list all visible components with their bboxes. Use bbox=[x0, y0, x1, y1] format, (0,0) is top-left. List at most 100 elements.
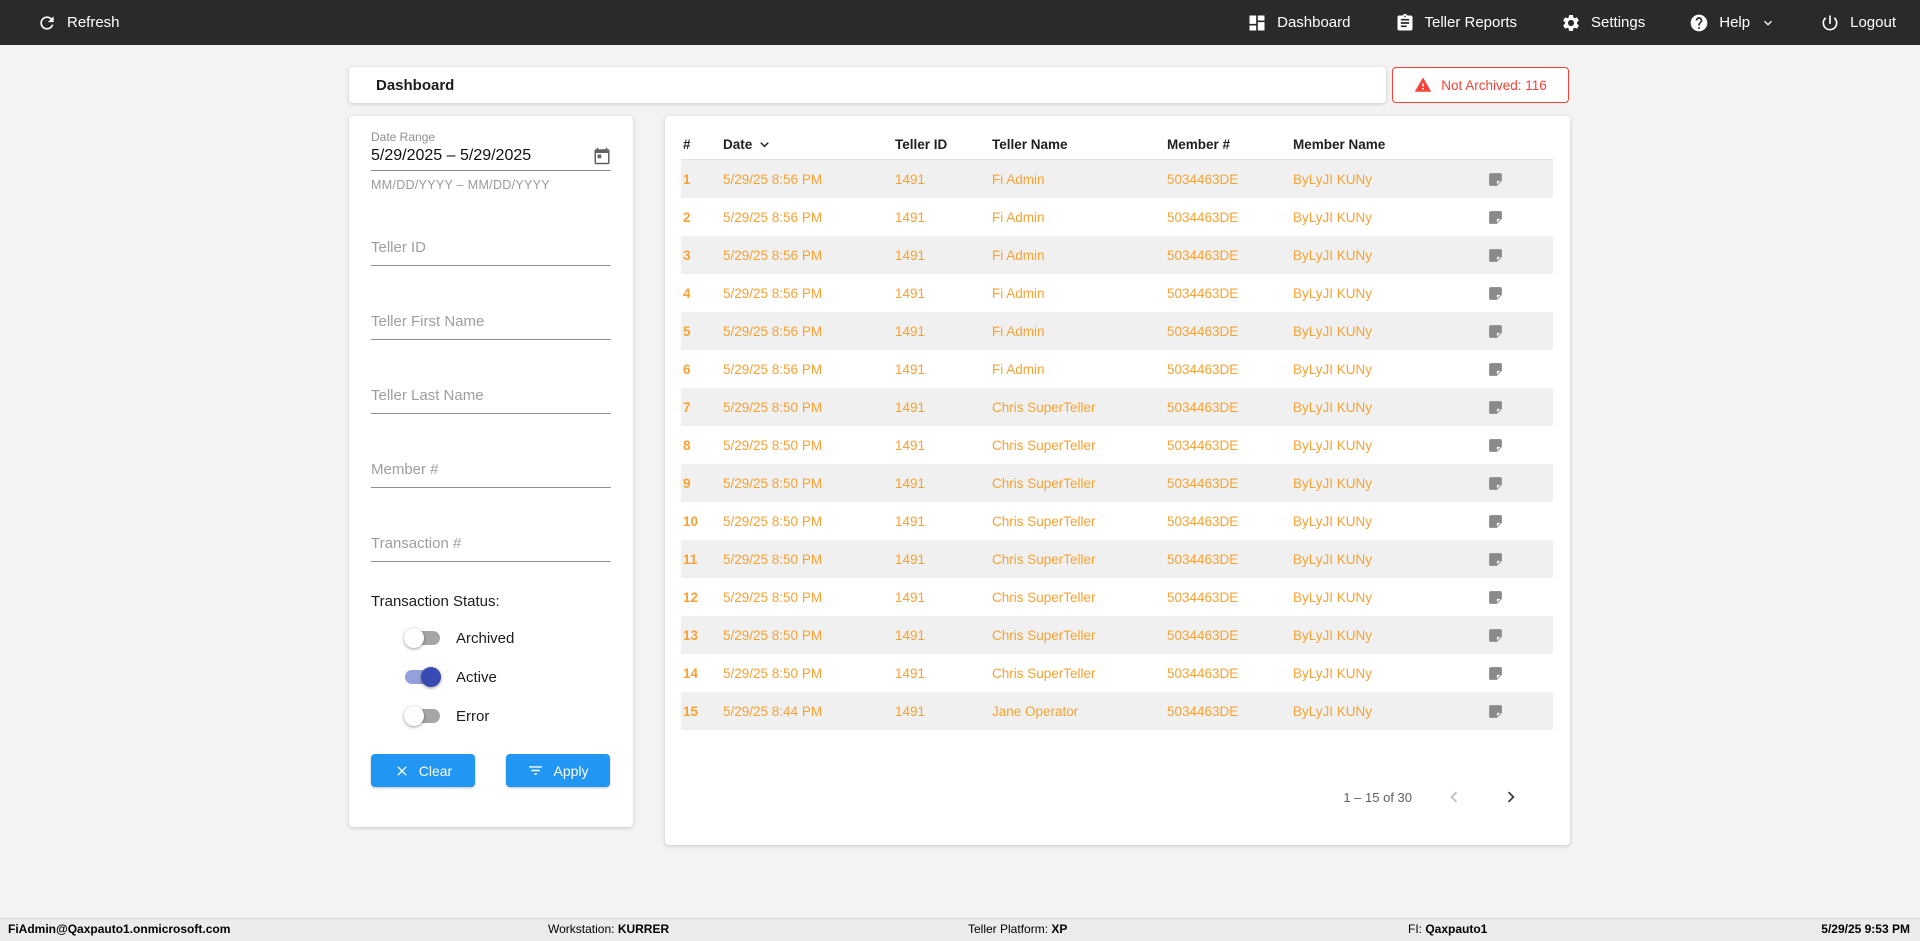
row-note-button[interactable] bbox=[1487, 361, 1504, 378]
column-header-member-num[interactable]: Member # bbox=[1167, 136, 1231, 152]
row-date: 5/29/25 8:56 PM bbox=[723, 323, 823, 339]
row-note-button[interactable] bbox=[1487, 589, 1504, 606]
nav-dashboard[interactable]: Dashboard bbox=[1247, 13, 1351, 33]
row-member-num: 5034463DE bbox=[1167, 627, 1239, 643]
row-note-button[interactable] bbox=[1487, 437, 1504, 454]
nav-dashboard-label: Dashboard bbox=[1277, 14, 1351, 31]
nav-teller-reports[interactable]: Teller Reports bbox=[1395, 13, 1517, 33]
row-teller-name: Jane Operator bbox=[992, 703, 1079, 719]
row-member-num: 5034463DE bbox=[1167, 399, 1239, 415]
table-row[interactable]: 11 5/29/25 8:50 PM 1491 Chris SuperTelle… bbox=[681, 540, 1553, 578]
row-number: 3 bbox=[683, 247, 691, 263]
note-icon bbox=[1489, 324, 1502, 338]
row-number: 4 bbox=[683, 285, 691, 301]
row-note-button[interactable] bbox=[1487, 399, 1504, 416]
row-date: 5/29/25 8:50 PM bbox=[723, 551, 823, 567]
row-number: 11 bbox=[683, 551, 698, 567]
row-note-button[interactable] bbox=[1487, 551, 1504, 568]
row-date: 5/29/25 8:50 PM bbox=[723, 513, 823, 529]
toggle-archived-switch[interactable] bbox=[404, 628, 440, 648]
row-note-button[interactable] bbox=[1487, 209, 1504, 226]
table-row[interactable]: 2 5/29/25 8:56 PM 1491 Fi Admin 5034463D… bbox=[681, 198, 1553, 236]
row-teller-id: 1491 bbox=[895, 627, 926, 643]
row-member-num: 5034463DE bbox=[1167, 665, 1239, 681]
table-row[interactable]: 5 5/29/25 8:56 PM 1491 Fi Admin 5034463D… bbox=[681, 312, 1553, 350]
table-row[interactable]: 8 5/29/25 8:50 PM 1491 Chris SuperTeller… bbox=[681, 426, 1553, 464]
previous-page-button[interactable] bbox=[1439, 782, 1469, 812]
nav-help-label: Help bbox=[1719, 14, 1751, 31]
row-teller-name: Fi Admin bbox=[992, 323, 1045, 339]
row-note-button[interactable] bbox=[1487, 171, 1504, 188]
nav-help[interactable]: Help bbox=[1689, 13, 1776, 33]
row-teller-name: Chris SuperTeller bbox=[992, 589, 1096, 605]
row-teller-name: Chris SuperTeller bbox=[992, 551, 1096, 567]
toggle-error-label: Error bbox=[456, 707, 490, 725]
table-row[interactable]: 4 5/29/25 8:56 PM 1491 Fi Admin 5034463D… bbox=[681, 274, 1553, 312]
column-header-date[interactable]: Date bbox=[721, 136, 893, 153]
toggle-archived-label: Archived bbox=[456, 629, 515, 647]
row-member-num: 5034463DE bbox=[1167, 475, 1239, 491]
toggle-active-switch[interactable] bbox=[405, 667, 441, 687]
row-note-button[interactable] bbox=[1487, 323, 1504, 340]
note-icon bbox=[1489, 400, 1502, 414]
transaction-status-label: Transaction Status: bbox=[371, 593, 500, 610]
row-note-button[interactable] bbox=[1487, 247, 1504, 264]
row-date: 5/29/25 8:50 PM bbox=[723, 589, 823, 605]
close-icon bbox=[397, 765, 407, 776]
table-row[interactable]: 6 5/29/25 8:56 PM 1491 Fi Admin 5034463D… bbox=[681, 350, 1553, 388]
transaction-number-input[interactable] bbox=[371, 535, 611, 552]
table-row[interactable]: 13 5/29/25 8:50 PM 1491 Chris SuperTelle… bbox=[681, 616, 1553, 654]
toggle-error[interactable]: Error bbox=[404, 705, 611, 727]
next-page-button[interactable] bbox=[1496, 782, 1526, 812]
toggle-active[interactable]: Active bbox=[405, 666, 611, 688]
teller-id-input[interactable] bbox=[371, 239, 611, 256]
table-row[interactable]: 9 5/29/25 8:50 PM 1491 Chris SuperTeller… bbox=[681, 464, 1553, 502]
row-number: 14 bbox=[683, 665, 699, 681]
help-circle-icon bbox=[1690, 14, 1708, 31]
table-row[interactable]: 1 5/29/25 8:56 PM 1491 Fi Admin 5034463D… bbox=[681, 160, 1553, 198]
gear-icon bbox=[1563, 14, 1579, 31]
table-row[interactable]: 14 5/29/25 8:50 PM 1491 Chris SuperTelle… bbox=[681, 654, 1553, 692]
row-member-name: ByLyJI KUNy bbox=[1293, 399, 1373, 415]
transactions-table-card: # Date Teller ID Teller Name Member # Me… bbox=[665, 116, 1570, 845]
table-row[interactable]: 15 5/29/25 8:44 PM 1491 Jane Operator 50… bbox=[681, 692, 1553, 730]
row-member-name: ByLyJI KUNy bbox=[1293, 703, 1373, 719]
row-note-button[interactable] bbox=[1487, 513, 1504, 530]
refresh-button[interactable]: Refresh bbox=[37, 13, 120, 33]
row-member-name: ByLyJI KUNy bbox=[1293, 665, 1373, 681]
column-header-num[interactable]: # bbox=[683, 136, 691, 152]
not-archived-badge[interactable]: Not Archived: 116 bbox=[1392, 67, 1569, 103]
row-note-button[interactable] bbox=[1487, 285, 1504, 302]
column-header-teller-id[interactable]: Teller ID bbox=[895, 136, 948, 152]
table-row[interactable]: 12 5/29/25 8:50 PM 1491 Chris SuperTelle… bbox=[681, 578, 1553, 616]
column-header-teller-name[interactable]: Teller Name bbox=[992, 136, 1068, 152]
row-member-name: ByLyJI KUNy bbox=[1293, 513, 1373, 529]
date-range-input[interactable] bbox=[371, 147, 593, 165]
row-number: 1 bbox=[683, 171, 691, 187]
table-row[interactable]: 10 5/29/25 8:50 PM 1491 Chris SuperTelle… bbox=[681, 502, 1553, 540]
row-note-button[interactable] bbox=[1487, 627, 1504, 644]
toggle-archived[interactable]: Archived bbox=[404, 627, 611, 649]
nav-settings[interactable]: Settings bbox=[1561, 13, 1645, 33]
nav-logout[interactable]: Logout bbox=[1820, 13, 1896, 33]
row-member-name: ByLyJI KUNy bbox=[1293, 627, 1373, 643]
date-picker-button[interactable] bbox=[593, 147, 611, 165]
row-note-button[interactable] bbox=[1487, 703, 1504, 720]
row-date: 5/29/25 8:44 PM bbox=[723, 703, 823, 719]
teller-first-name-input[interactable] bbox=[371, 313, 611, 330]
row-number: 13 bbox=[683, 627, 699, 643]
member-number-input[interactable] bbox=[371, 461, 611, 478]
note-icon bbox=[1489, 172, 1502, 186]
column-header-member-name[interactable]: Member Name bbox=[1293, 136, 1386, 152]
row-note-button[interactable] bbox=[1487, 665, 1504, 682]
teller-last-name-input[interactable] bbox=[371, 387, 611, 404]
toggle-error-switch[interactable] bbox=[404, 706, 440, 726]
table-row[interactable]: 3 5/29/25 8:56 PM 1491 Fi Admin 5034463D… bbox=[681, 236, 1553, 274]
row-date: 5/29/25 8:56 PM bbox=[723, 285, 823, 301]
apply-button[interactable]: Apply bbox=[506, 754, 610, 787]
row-note-button[interactable] bbox=[1487, 475, 1504, 492]
clear-button[interactable]: Clear bbox=[371, 754, 475, 787]
table-row[interactable]: 7 5/29/25 8:50 PM 1491 Chris SuperTeller… bbox=[681, 388, 1553, 426]
note-icon bbox=[1489, 476, 1502, 490]
